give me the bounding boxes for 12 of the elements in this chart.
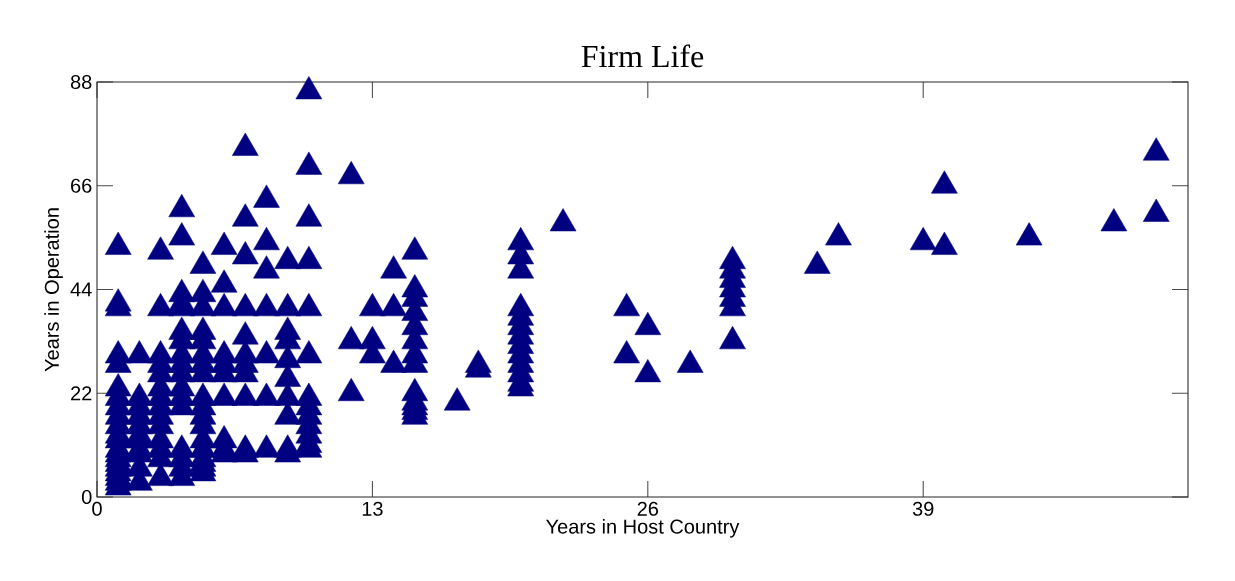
y-tick-label: 44 <box>70 282 92 297</box>
y-tick-label: 0 <box>81 489 92 505</box>
chart-title: Firm Life <box>581 44 704 68</box>
y-tick-label: 88 <box>70 74 92 90</box>
y-tick-label: 22 <box>71 386 92 401</box>
x-tick-label: 13 <box>362 501 383 516</box>
x-tick-label: 0 <box>92 501 102 516</box>
x-tick-label: 26 <box>637 501 659 516</box>
x-tick-label: 39 <box>912 501 934 516</box>
y-tick-label: 66 <box>71 178 92 193</box>
x-axis-title: Years in Host Country <box>546 519 740 538</box>
y-axis-title: Years in Operation <box>44 208 63 372</box>
